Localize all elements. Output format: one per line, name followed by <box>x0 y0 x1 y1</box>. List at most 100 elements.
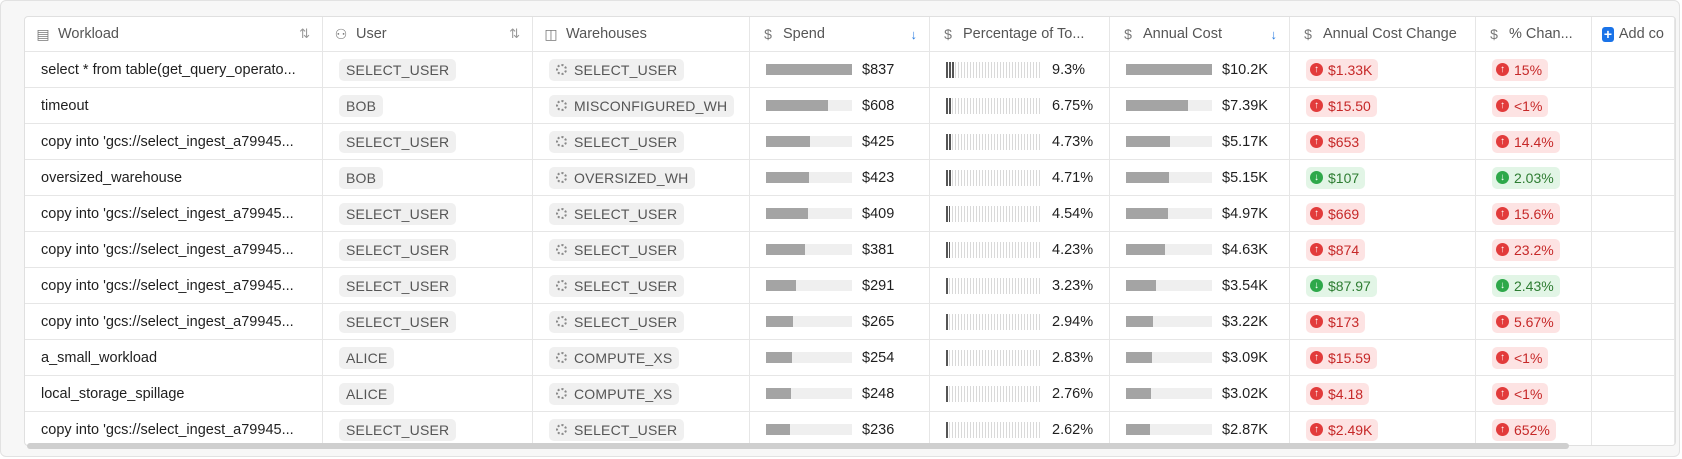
sort-icon[interactable]: ⇅ <box>509 26 520 41</box>
change-badge: ↑ 5.67% <box>1492 310 1560 333</box>
cell: SELECT_USER <box>323 196 533 231</box>
header-icon: ⚇ <box>334 25 348 42</box>
header-cell[interactable]: ⚇ User ⇅ <box>323 17 533 51</box>
workload-name: oversized_warehouse <box>41 169 183 186</box>
value-label: 2.62% <box>1052 421 1094 438</box>
workload-name: a_small_workload <box>41 349 158 366</box>
change-icon: ↑ <box>1310 135 1323 148</box>
cell <box>1592 376 1675 411</box>
warehouse-chip: SELECT_USER <box>549 238 685 261</box>
bar-track <box>1126 388 1212 399</box>
warehouse-icon <box>556 100 567 111</box>
value-label: 6.75% <box>1052 97 1094 114</box>
cell: COMPUTE_XS <box>533 376 750 411</box>
header-icon: ◫ <box>544 25 558 42</box>
value-label: $2.87K <box>1222 421 1268 438</box>
bar-track <box>766 64 852 75</box>
sort-icon[interactable]: ↓ <box>910 26 918 42</box>
table-row[interactable]: copy into 'gcs://select_ingest_a79945...… <box>25 196 1675 232</box>
table-row[interactable]: a_small_workload ALICE COMPUTE_XS $254 2.83%… <box>25 340 1675 376</box>
table-row[interactable]: copy into 'gcs://select_ingest_a79945...… <box>25 124 1675 160</box>
cell: 4.71% <box>930 160 1110 195</box>
bar-track <box>1126 208 1212 219</box>
bar-fill <box>766 100 829 111</box>
change-icon: ↑ <box>1496 63 1509 76</box>
table-row[interactable]: copy into 'gcs://select_ingest_a79945...… <box>25 412 1675 445</box>
change-label: 2.03% <box>1514 169 1554 186</box>
table-row[interactable]: select * from table(get_query_operato...… <box>25 52 1675 88</box>
sort-icon[interactable]: ⇅ <box>299 26 310 41</box>
table-row[interactable]: copy into 'gcs://select_ingest_a79945...… <box>25 268 1675 304</box>
bar-fill <box>946 349 949 366</box>
table-row[interactable]: oversized_warehouse BOB OVERSIZED_WH $423 4.… <box>25 160 1675 196</box>
header-cell[interactable]: ◫ Warehouses <box>533 17 750 51</box>
header-label: User <box>356 26 387 42</box>
bar-fill <box>766 136 810 147</box>
value-label: 2.94% <box>1052 313 1094 330</box>
value-label: $423 <box>862 169 895 186</box>
cell <box>1592 232 1675 267</box>
warehouse-name: MISCONFIGURED_WH <box>574 97 728 114</box>
cell: ↑ <1% <box>1476 88 1592 123</box>
cell: ↑ $15.59 <box>1290 340 1476 375</box>
header-cell[interactable]: $ Annual Cost Change <box>1290 17 1476 51</box>
table-row[interactable]: copy into 'gcs://select_ingest_a79945...… <box>25 304 1675 340</box>
bar-track <box>766 244 852 255</box>
header-cell[interactable]: ▤ Workload ⇅ <box>25 17 323 51</box>
cell: 4.54% <box>930 196 1110 231</box>
scrollbar[interactable] <box>27 443 1569 449</box>
bar-track <box>766 388 852 399</box>
value-label: $265 <box>862 313 895 330</box>
change-label: $653 <box>1328 133 1360 150</box>
warehouse-chip: COMPUTE_XS <box>549 346 680 369</box>
change-label: 652% <box>1514 421 1550 438</box>
header-cell[interactable]: $ Spend ↓ <box>750 17 930 51</box>
cell: copy into 'gcs://select_ingest_a79945... <box>25 124 323 159</box>
cell: SELECT_USER <box>323 304 533 339</box>
header-cell[interactable]: $ Annual Cost ↓ <box>1110 17 1290 51</box>
bar-fill <box>1126 64 1212 75</box>
header-cell[interactable]: + Add co <box>1592 17 1675 51</box>
header-label: Add co <box>1618 26 1664 42</box>
bar-fill <box>766 244 806 255</box>
change-icon: ↑ <box>1310 63 1323 76</box>
header-cell[interactable]: $ % Chan... <box>1476 17 1592 51</box>
change-badge: ↓ $107 <box>1306 166 1366 189</box>
cell: ALICE <box>323 376 533 411</box>
cell: SELECT_USER <box>323 412 533 445</box>
header-cell[interactable]: $ Percentage of To... <box>930 17 1110 51</box>
change-badge: ↑ $173 <box>1306 310 1366 333</box>
workload-name: copy into 'gcs://select_ingest_a79945... <box>41 205 294 222</box>
cell: OVERSIZED_WH <box>533 160 750 195</box>
user-chip: SELECT_USER <box>339 418 457 441</box>
table-row[interactable]: copy into 'gcs://select_ingest_a79945...… <box>25 232 1675 268</box>
sort-icon[interactable]: ↓ <box>1270 26 1278 42</box>
change-icon: ↑ <box>1496 423 1509 436</box>
change-icon: ↑ <box>1496 351 1509 364</box>
value-label: $3.22K <box>1222 313 1268 330</box>
warehouse-name: OVERSIZED_WH <box>574 169 689 186</box>
user-chip: SELECT_USER <box>339 130 457 153</box>
value-label: $5.17K <box>1222 133 1268 150</box>
cell <box>1592 160 1675 195</box>
cell: ↑ 652% <box>1476 412 1592 445</box>
cell: SELECT_USER <box>323 52 533 87</box>
change-badge: ↑ 23.2% <box>1492 238 1560 261</box>
cell: $2.87K <box>1110 412 1290 445</box>
bar-track <box>946 349 1042 366</box>
cell: ↑ $1.33K <box>1290 52 1476 87</box>
cell: ↑ $669 <box>1290 196 1476 231</box>
warehouse-name: COMPUTE_XS <box>574 349 673 366</box>
workload-name: copy into 'gcs://select_ingest_a79945... <box>41 241 294 258</box>
value-label: 9.3% <box>1052 61 1086 78</box>
table-row[interactable]: local_storage_spillage ALICE COMPUTE_XS $24… <box>25 376 1675 412</box>
table-row[interactable]: timeout BOB MISCONFIGURED_WH $608 6.75% $7.39… <box>25 88 1675 124</box>
cell: ↓ 2.03% <box>1476 160 1592 195</box>
cell: copy into 'gcs://select_ingest_a79945... <box>25 232 323 267</box>
change-badge: ↑ <1% <box>1492 346 1549 369</box>
value-label: $254 <box>862 349 895 366</box>
value-label: $4.97K <box>1222 205 1268 222</box>
cell <box>1592 196 1675 231</box>
user-chip: ALICE <box>339 346 395 369</box>
bar-fill <box>766 424 791 435</box>
